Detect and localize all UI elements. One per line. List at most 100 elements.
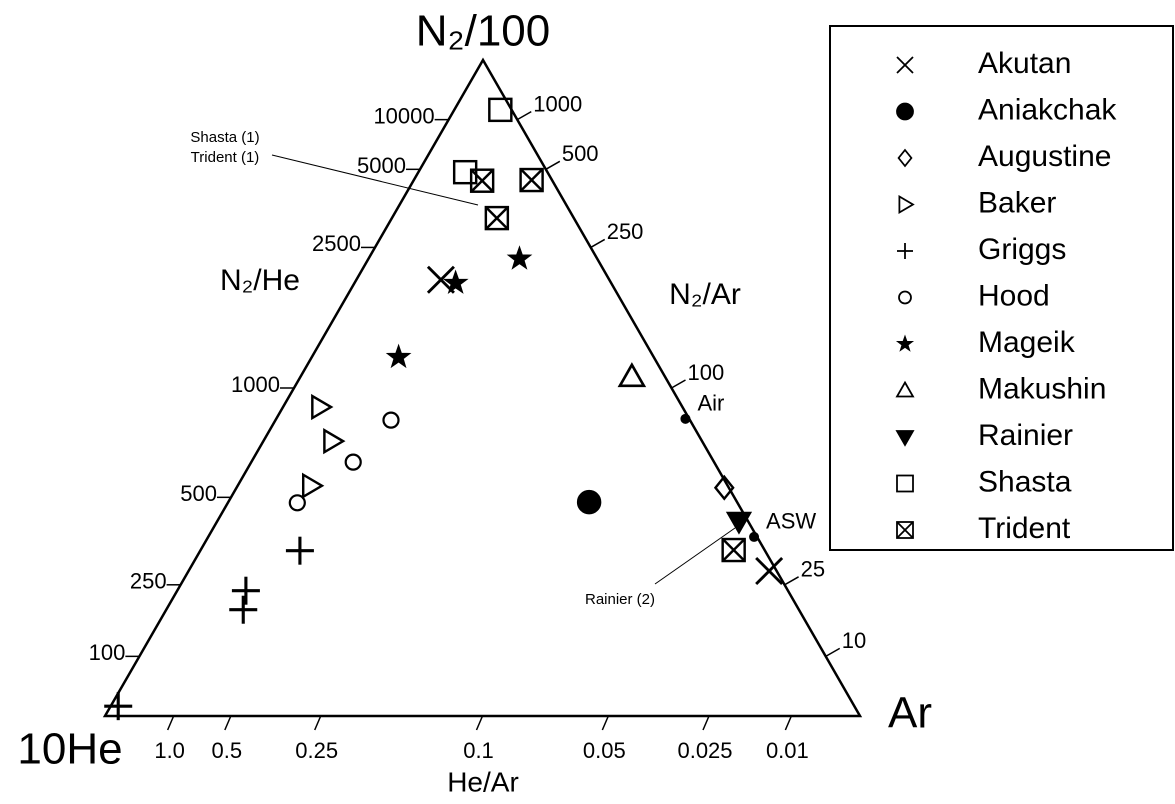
tick-label: 1.0 <box>154 738 185 763</box>
legend-label: Mageik <box>978 326 1076 359</box>
legend-label: Hood <box>978 279 1050 312</box>
legend-marker <box>895 380 915 398</box>
tick-label: 0.5 <box>212 738 243 763</box>
tick-mark <box>590 238 606 249</box>
marker-part <box>755 557 784 586</box>
marker-part <box>576 489 602 515</box>
marker-part <box>896 521 914 539</box>
legend-marker <box>895 430 915 447</box>
tick-label: 10 <box>842 628 866 653</box>
marker-part <box>442 269 469 294</box>
tick-mark <box>166 715 175 731</box>
marker-part <box>721 537 746 563</box>
tick-label: 100 <box>89 640 126 665</box>
legend-marker <box>898 290 912 305</box>
tick-mark <box>516 110 532 121</box>
data-point <box>576 489 602 515</box>
data-point <box>288 494 306 512</box>
reference-label: ASW <box>766 509 816 534</box>
legend-marker <box>895 334 915 352</box>
data-point <box>231 576 260 605</box>
tick-mark <box>314 715 322 731</box>
data-point <box>311 393 334 421</box>
tick-label: 10000 <box>373 103 434 128</box>
marker-part <box>488 97 513 123</box>
data-point <box>382 411 400 429</box>
marker-part <box>344 453 362 471</box>
marker-part <box>311 393 334 421</box>
marker-part <box>470 168 495 193</box>
reference-label: Air <box>697 391 724 416</box>
legend-marker <box>896 521 914 539</box>
data-point <box>506 245 533 270</box>
tick-mark <box>545 160 561 170</box>
tick-label: 0.25 <box>295 738 338 763</box>
legend-label: Makushin <box>978 372 1106 405</box>
right-edge-label: N₂/Ar <box>669 278 741 311</box>
tick-mark <box>825 647 841 658</box>
tick-label: 0.05 <box>583 738 626 763</box>
tick-label: 250 <box>130 569 167 594</box>
marker-part <box>426 265 455 294</box>
marker-part <box>484 206 509 230</box>
tick-label: 2500 <box>312 231 361 256</box>
marker-part <box>519 167 544 193</box>
data-point <box>721 537 746 563</box>
annotation: Rainier (2) <box>585 591 655 608</box>
data-point <box>617 362 647 388</box>
reference-point <box>680 413 691 424</box>
data-point <box>713 474 735 501</box>
tick-label: 100 <box>688 360 725 385</box>
data-point <box>442 269 469 294</box>
marker-part <box>288 494 306 512</box>
legend-marker <box>896 102 914 121</box>
marker-part <box>323 427 346 455</box>
data-point <box>301 472 325 499</box>
legend-label: Baker <box>978 186 1056 219</box>
data-point <box>104 692 133 721</box>
tick-mark <box>702 715 710 731</box>
data-point <box>385 343 412 369</box>
tick-label: 0.025 <box>677 738 732 763</box>
top-label: N₂/100 <box>416 7 551 56</box>
marker-part <box>617 362 647 388</box>
data-point <box>229 595 258 624</box>
marker-part <box>897 148 913 168</box>
legend-label: Augustine <box>978 140 1111 173</box>
marker-part <box>896 474 914 493</box>
legend-marker <box>897 243 913 259</box>
marker-part <box>713 474 735 501</box>
legend-box <box>829 25 1174 551</box>
data-point <box>725 511 753 535</box>
annotation: Trident (1) <box>191 149 260 166</box>
legend-label: Akutan <box>978 47 1071 80</box>
marker-part <box>895 334 915 352</box>
marker-part <box>895 380 915 398</box>
marker-part <box>519 168 544 192</box>
data-point <box>344 453 362 471</box>
marker-part <box>896 56 914 74</box>
tick-mark <box>784 715 793 731</box>
marker-part <box>301 472 325 499</box>
legend-label: Griggs <box>978 233 1066 266</box>
data-point <box>519 167 544 193</box>
tick-label: 250 <box>607 219 644 244</box>
marker-part <box>385 343 412 369</box>
marker-part <box>484 205 510 231</box>
marker-part <box>506 245 533 270</box>
marker-part <box>898 194 915 215</box>
legend-label: Trident <box>978 512 1071 545</box>
tick-mark <box>784 576 799 586</box>
marker-part <box>725 511 753 535</box>
tick-label: 500 <box>562 141 599 166</box>
leader-line <box>654 527 736 585</box>
data-point <box>452 159 478 185</box>
tick-mark <box>671 379 686 389</box>
legend-marker <box>896 56 914 74</box>
legend-marker <box>897 148 913 168</box>
legend-label: Shasta <box>978 465 1072 498</box>
marker-part <box>896 521 914 539</box>
marker-part <box>452 159 478 185</box>
